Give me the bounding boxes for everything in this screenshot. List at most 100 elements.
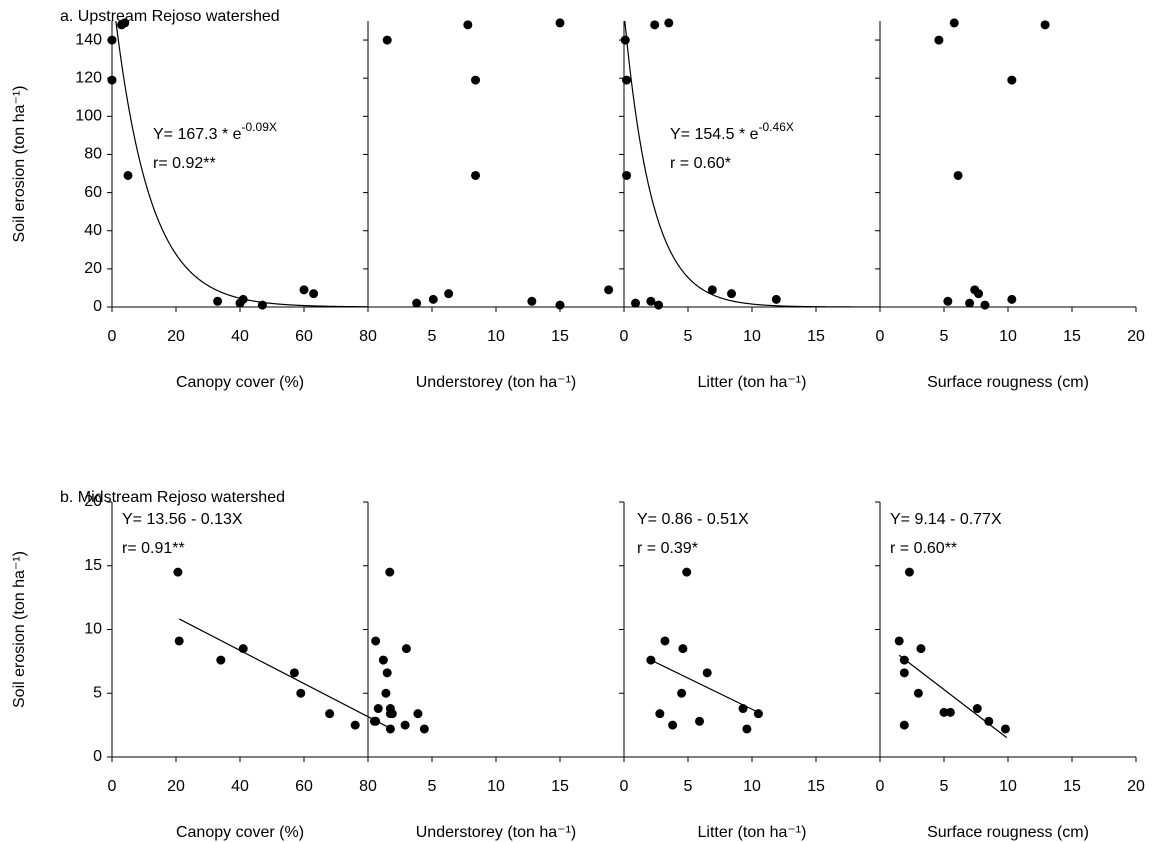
x-tick-label: 60 [295,328,313,345]
data-point [444,289,454,299]
x-axis-label: Canopy cover (%) [176,824,304,841]
data-point [646,296,656,306]
data-point [419,724,429,734]
data-point [660,636,670,646]
data-point [742,724,752,734]
data-point [771,294,781,304]
x-tick-label: 5 [940,778,949,795]
x-tick-label: 15 [1063,778,1081,795]
data-point [400,720,410,730]
data-point [382,35,392,45]
data-point [1040,20,1050,30]
data-point [385,567,395,577]
data-point [631,298,641,308]
data-point [682,567,692,577]
data-point [899,668,909,678]
r-value: r = 0.60* [670,155,731,172]
data-point [257,300,267,310]
y-tick-label: 40 [84,222,102,239]
equation: Y= 154.5 * e-0.46X [670,120,794,143]
data-point [428,294,438,304]
x-tick-label: 5 [428,328,437,345]
data-point [1000,724,1010,734]
x-tick-label: 15 [807,328,825,345]
x-tick-label: 40 [231,778,249,795]
data-point [953,170,963,180]
data-point [123,170,133,180]
equation: Y= 13.56 - 0.13X [122,511,243,528]
x-tick-label: 40 [231,328,249,345]
data-point [1007,294,1017,304]
equation-exponent: -0.46X [759,120,794,134]
equation: Y= 167.3 * e-0.09X [153,120,277,143]
data-point [702,668,712,678]
y-axis-label: Soil erosion (ton ha⁻¹) [11,86,28,243]
data-point [677,688,687,698]
data-point [216,655,226,665]
data-point [622,170,632,180]
x-axis-label: Litter (ton ha⁻¹) [698,824,807,841]
data-point [373,704,383,714]
y-tick-label: 140 [75,31,102,48]
data-point [107,75,117,85]
equation: Y= 0.86 - 0.51X [637,511,749,528]
r-value: r= 0.91** [122,540,185,557]
equation: Y= 9.14 - 0.77X [890,511,1002,528]
data-point [107,35,117,45]
x-tick-label: 15 [551,778,569,795]
data-point [527,296,537,306]
data-point [738,704,748,714]
data-point [678,644,688,654]
data-point [1007,75,1017,85]
x-axis-label: Understorey (ton ha⁻¹) [416,824,577,841]
fit-curve [115,21,368,307]
data-point [620,35,630,45]
data-point [916,644,926,654]
data-point [945,707,955,717]
equation-text: Y= 167.3 * e [153,126,242,143]
x-tick-label: 20 [167,778,185,795]
data-point [622,75,632,85]
x-tick-label: 60 [295,778,313,795]
x-tick-label: 10 [487,328,505,345]
data-point [943,296,953,306]
y-axis-label: Soil erosion (ton ha⁻¹) [11,551,28,708]
data-point [412,298,422,308]
x-tick-label: 0 [108,328,117,345]
data-point [727,289,737,299]
y-tick-label: 10 [84,621,102,638]
x-tick-label: 0 [876,328,885,345]
data-point [646,655,656,665]
data-point [325,709,335,719]
data-point [350,720,360,730]
equation-text: Y= 0.86 - 0.51X [637,511,749,528]
data-point [654,300,664,310]
data-point [899,655,909,665]
data-point [555,18,565,28]
x-tick-label: 0 [876,778,885,795]
x-tick-label: 80 [359,328,377,345]
data-point [913,688,923,698]
data-point [664,18,674,28]
data-point [555,300,565,310]
data-point [385,724,395,734]
y-tick-label: 0 [93,748,102,765]
data-point [984,716,994,726]
data-point [695,716,705,726]
y-tick-label: 0 [93,298,102,315]
y-tick-label: 20 [84,260,102,277]
r-value: r = 0.39* [637,540,698,557]
x-tick-label: 15 [551,328,569,345]
data-point [974,289,984,299]
x-axis-label: Litter (ton ha⁻¹) [698,374,807,391]
data-point [173,567,183,577]
x-tick-label: 10 [999,328,1017,345]
data-point [939,707,949,717]
data-point [120,18,130,28]
x-tick-label: 10 [487,778,505,795]
data-point [650,20,660,30]
x-tick-label: 80 [359,778,377,795]
data-point [707,285,717,295]
data-point [401,644,411,654]
data-point [289,668,299,678]
